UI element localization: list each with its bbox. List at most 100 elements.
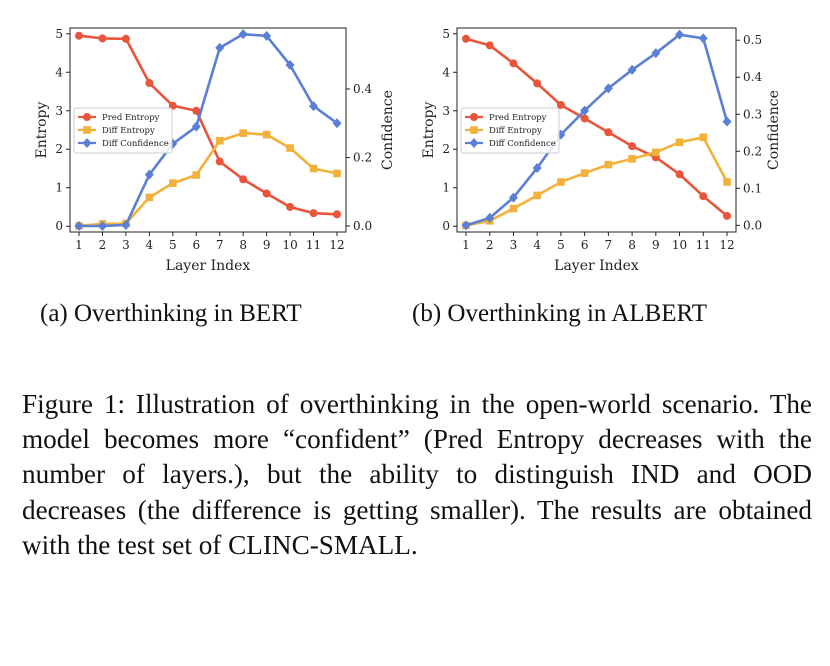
series-pred-entropy [75, 31, 341, 219]
legend-label: Diff Confidence [102, 139, 169, 149]
data-point [580, 114, 589, 123]
data-point [603, 83, 613, 94]
legend-swatch-marker [83, 126, 91, 134]
data-point [628, 155, 636, 163]
y-right-tick-label: 0.0 [353, 219, 372, 233]
plot-frame [456, 27, 737, 233]
y-tick-label: 1 [55, 181, 63, 195]
data-point [604, 128, 613, 137]
x-tick-label: 8 [239, 238, 247, 252]
legend-label: Pred Entropy [489, 113, 547, 123]
data-point [462, 34, 470, 43]
y-tick-label: 2 [442, 142, 450, 156]
x-tick-label: 9 [263, 238, 271, 252]
data-point [332, 118, 342, 129]
x-tick-label: 12 [329, 238, 344, 252]
chart-albert: 1 2 3 4 5 6 7 8 9 10 11 120123450.00.10.20.30.40.5L… [421, 27, 782, 274]
y-right-axis-label: Confidence [766, 90, 782, 170]
data-point [145, 79, 154, 88]
series-diff-confidence [461, 29, 732, 231]
series-line [78, 131, 338, 228]
x-tick-label: 5 [169, 238, 177, 252]
x-tick-label: 6 [581, 238, 589, 252]
y-tick-label: 5 [442, 27, 450, 41]
data-point [533, 191, 541, 200]
data-point [675, 170, 684, 179]
y-right-tick-label: 0.0 [743, 218, 762, 232]
x-tick-label: 6 [192, 238, 200, 252]
data-point [557, 178, 565, 186]
plot-frame [69, 27, 347, 233]
legend-label: Diff Entropy [489, 126, 542, 136]
legend-swatch-marker [82, 138, 92, 148]
y-right-tick-label: 0.5 [743, 33, 762, 47]
data-point [262, 30, 272, 41]
data-point [652, 148, 660, 157]
data-point [121, 34, 130, 43]
x-tick-label: 4 [146, 238, 154, 252]
data-point [192, 171, 201, 179]
data-point [75, 31, 83, 40]
x-tick-label: 2 [99, 238, 107, 252]
y-tick-label: 3 [442, 104, 450, 118]
series-diff-entropy [462, 133, 731, 230]
x-axis-label: Layer Index [554, 258, 639, 274]
x-tick-label: 3 [122, 238, 130, 252]
data-point [97, 221, 107, 232]
x-tick-label: 12 [719, 238, 734, 252]
y-tick-label: 3 [55, 104, 63, 118]
legend-swatch-marker [470, 126, 478, 134]
data-point [580, 105, 590, 116]
data-point [628, 142, 637, 151]
subcaption-bert: (a) Overthinking in BERT [40, 300, 302, 327]
data-point [556, 100, 565, 109]
y-tick-label: 0 [55, 219, 63, 233]
legend-swatch-marker [470, 113, 478, 121]
data-point [699, 133, 708, 142]
data-point [675, 138, 684, 147]
x-tick-label: 2 [486, 238, 494, 252]
data-point [485, 41, 494, 50]
data-point [262, 130, 271, 139]
series-line [465, 136, 729, 227]
subcaption-albert: (b) Overthinking in ALBERT [412, 300, 707, 327]
data-point [144, 169, 154, 180]
y-tick-label: 2 [55, 142, 63, 156]
data-point [533, 79, 542, 88]
x-tick-label: 1 [462, 238, 470, 252]
data-point [723, 178, 731, 186]
data-point [145, 193, 154, 202]
data-point [238, 29, 248, 40]
data-point [333, 210, 341, 219]
legend-label: Pred Entropy [102, 113, 160, 123]
y-axis-label: Entropy [34, 101, 50, 158]
data-point [239, 129, 247, 137]
y-right-axis-label: Confidence [380, 90, 396, 170]
x-tick-label: 1 [75, 238, 83, 252]
data-point [675, 29, 685, 40]
y-tick-label: 4 [55, 65, 63, 79]
data-point [309, 101, 319, 112]
y-right-tick-label: 0.2 [353, 150, 372, 164]
legend: Pred Entropy Diff Entropy Diff Confidence [460, 107, 560, 154]
data-point [309, 209, 318, 218]
data-point [604, 160, 613, 169]
data-point [461, 220, 471, 231]
x-tick-label: 4 [533, 238, 541, 252]
data-point [651, 48, 661, 59]
y-right-tick-label: 0.2 [743, 144, 762, 158]
y-tick-label: 1 [442, 181, 450, 195]
y-tick-label: 4 [442, 65, 450, 79]
data-point [309, 164, 318, 173]
data-point [333, 169, 341, 178]
data-point [192, 106, 201, 115]
y-tick-label: 5 [55, 27, 63, 41]
data-point [508, 192, 518, 203]
data-point [239, 175, 248, 184]
series-diff-confidence [74, 29, 342, 232]
series-pred-entropy [462, 34, 731, 220]
legend-box [73, 107, 173, 154]
data-point [580, 169, 589, 177]
